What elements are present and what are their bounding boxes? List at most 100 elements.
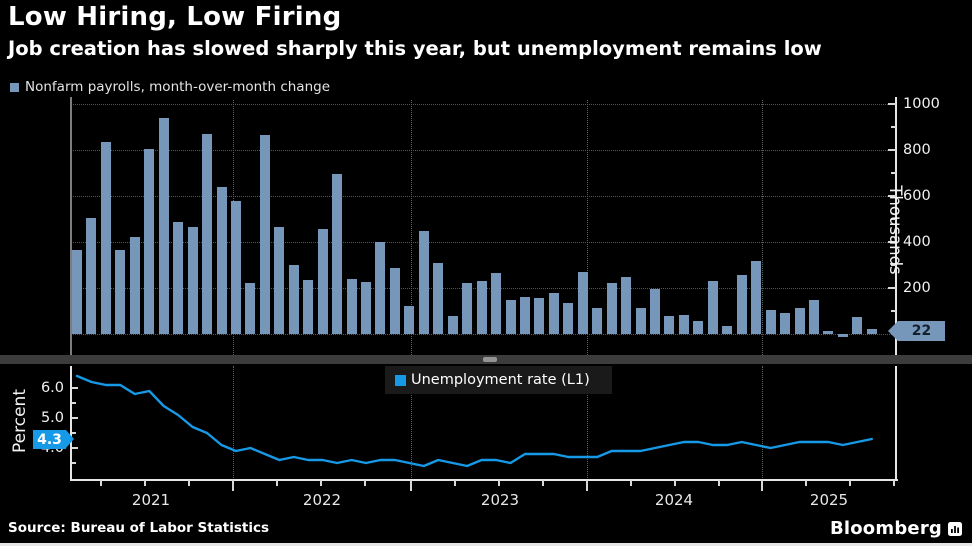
- payroll-bar: [361, 282, 371, 334]
- x-axis-major-tick: [761, 480, 763, 491]
- top-axis-tick-label: 800: [903, 142, 931, 158]
- payroll-bar: [751, 260, 762, 334]
- bottom-axis-minor-tick: [72, 462, 76, 464]
- payroll-bar: [187, 226, 198, 334]
- payroll-bar: [592, 307, 603, 334]
- latest-unemployment-badge: 4.3: [33, 430, 66, 449]
- page-subtitle: Job creation has slowed sharply this yea…: [8, 37, 822, 60]
- top-axis-major-tick: [888, 149, 896, 151]
- payroll-bar: [462, 283, 473, 334]
- unemployment-legend: Unemployment rate (L1): [385, 366, 612, 394]
- payroll-bar: [780, 313, 791, 334]
- latest-payrolls-badge-arrow-icon: [888, 321, 898, 341]
- unemployment-line: [75, 374, 873, 468]
- top-gridline: [70, 242, 896, 243]
- x-axis-minor-tick: [630, 480, 632, 486]
- payroll-bar: [216, 187, 227, 334]
- payroll-bar: [621, 276, 632, 334]
- top-axis-tick-label: 400: [903, 234, 931, 250]
- top-gridline: [70, 150, 896, 151]
- payroll-bar: [491, 273, 502, 334]
- payroll-bar: [823, 330, 834, 334]
- x-axis-major-tick: [232, 480, 234, 491]
- bottom-axis-major-tick: [72, 447, 78, 449]
- payroll-bar: [433, 262, 444, 334]
- payroll-bar: [158, 117, 169, 334]
- bottom-axis-minor-tick: [72, 402, 76, 404]
- payroll-bar: [722, 326, 733, 334]
- year-label: 2021: [131, 491, 171, 509]
- bottom-left-axis: [70, 366, 72, 480]
- top-axis-major-tick: [888, 241, 896, 243]
- payroll-bar: [505, 299, 516, 334]
- payroll-bar: [664, 315, 675, 334]
- top-axis-tick-label: 600: [903, 188, 931, 204]
- window-bottom-edge: [0, 543, 972, 546]
- x-axis-minor-tick: [364, 480, 366, 486]
- payroll-bar: [202, 134, 213, 334]
- source-note: Source: Bureau of Labor Statistics: [8, 520, 270, 536]
- x-axis-minor-tick: [805, 480, 807, 486]
- top-axis-major-tick: [888, 103, 896, 105]
- x-axis-minor-tick: [144, 480, 146, 486]
- x-axis-minor-tick: [498, 480, 500, 486]
- x-axis-minor-tick: [718, 480, 720, 486]
- payroll-bar: [447, 315, 458, 334]
- bottom-axis-tick-label: 5.0: [40, 410, 64, 426]
- payroll-bar: [418, 231, 429, 334]
- x-axis-minor-tick: [454, 480, 456, 486]
- payroll-bar: [259, 135, 270, 334]
- payroll-bar: [765, 310, 776, 334]
- payrolls-legend-swatch-icon: [10, 82, 19, 92]
- panel-separator-handle[interactable]: [483, 357, 497, 362]
- payroll-bar: [404, 306, 415, 334]
- payroll-bar: [794, 307, 805, 334]
- x-axis-minor-tick: [276, 480, 278, 486]
- payroll-bar: [534, 297, 545, 334]
- payroll-bar: [808, 299, 819, 334]
- bottom-right-edge: [895, 366, 897, 480]
- payroll-bar: [837, 334, 848, 337]
- bottom-axis-tick-label: 6.0: [40, 380, 64, 396]
- x-axis-minor-tick: [100, 480, 102, 486]
- top-axis-minor-tick: [891, 264, 896, 266]
- top-axis-minor-tick: [891, 310, 896, 312]
- payroll-bar: [476, 281, 487, 334]
- payroll-bar: [144, 149, 155, 334]
- year-label: 2023: [480, 491, 520, 509]
- top-right-axis: [895, 97, 897, 355]
- payroll-bar: [375, 242, 386, 334]
- unemployment-legend-label: Unemployment rate (L1): [411, 372, 590, 388]
- top-axis-major-tick: [888, 195, 896, 197]
- payroll-bar: [129, 237, 140, 334]
- x-axis-major-tick: [586, 480, 588, 491]
- year-divider: [762, 100, 763, 355]
- payroll-bar: [866, 328, 877, 334]
- x-axis-minor-tick: [320, 480, 322, 486]
- payroll-bar: [288, 264, 299, 334]
- x-axis-minor-tick: [188, 480, 190, 486]
- unemployment-line-chart: [75, 374, 873, 468]
- payroll-bar: [635, 307, 646, 334]
- top-panel-left-edge: [70, 97, 72, 355]
- payroll-bar: [274, 226, 285, 334]
- bloomberg-mark-icon: [948, 521, 962, 536]
- payroll-bar: [852, 316, 863, 334]
- payroll-bar: [332, 173, 343, 334]
- x-axis: [70, 479, 898, 481]
- top-axis-tick-label: 1000: [903, 96, 940, 112]
- payroll-bar: [693, 321, 704, 334]
- payroll-bar: [230, 201, 241, 334]
- bottom-axis-major-tick: [72, 417, 78, 419]
- payroll-bar: [548, 292, 559, 334]
- year-label: 2025: [809, 491, 849, 509]
- x-axis-minor-tick: [674, 480, 676, 486]
- payroll-bar: [173, 221, 184, 334]
- payroll-bar: [389, 267, 400, 334]
- payroll-bar: [303, 279, 314, 334]
- year-divider: [411, 100, 412, 355]
- payroll-bar: [563, 302, 574, 334]
- latest-payrolls-badge: 22: [898, 321, 945, 341]
